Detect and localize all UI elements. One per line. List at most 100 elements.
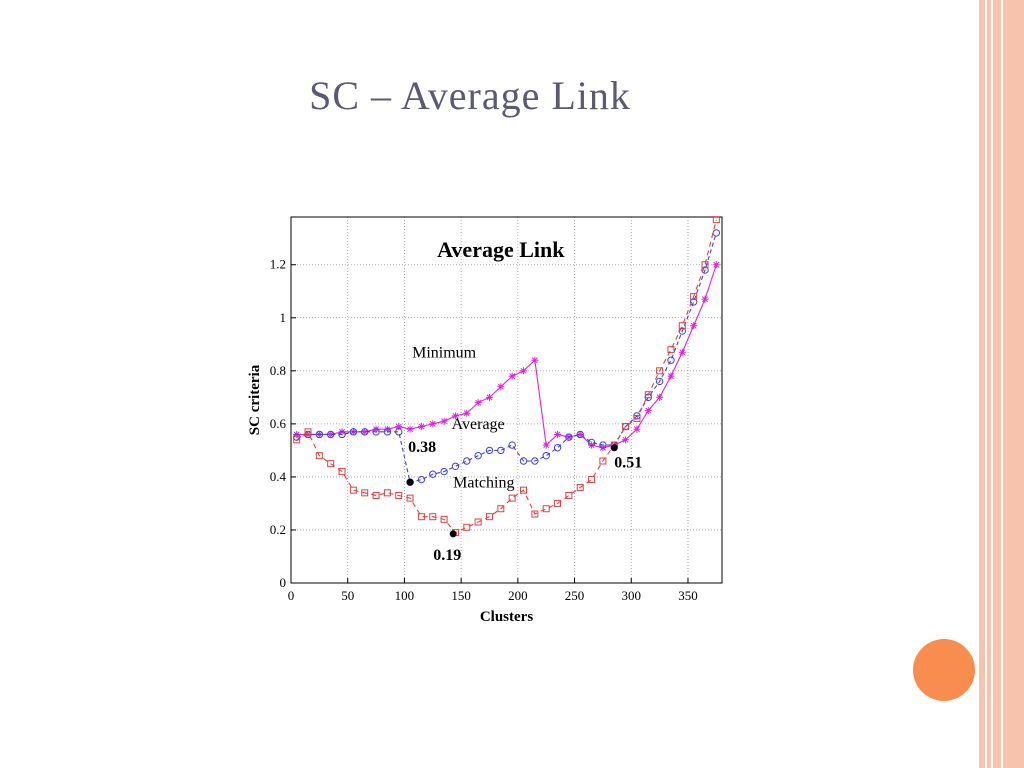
data-point-minimum <box>656 393 664 401</box>
data-point-matching <box>701 261 709 269</box>
data-point-minimum <box>542 441 550 449</box>
data-point-matching <box>372 491 380 499</box>
slide-title: SC – Average Link <box>309 73 631 118</box>
data-point-average <box>701 266 709 274</box>
x-tick-label: 0 <box>288 588 295 603</box>
data-point-matching <box>349 486 357 494</box>
data-point-average <box>599 441 607 449</box>
data-point-average <box>361 428 369 436</box>
data-point-matching <box>542 505 550 513</box>
x-axis-label: Clusters <box>480 609 533 625</box>
data-point-average <box>667 356 675 364</box>
data-point-matching <box>622 423 630 431</box>
data-point-matching <box>315 452 323 460</box>
data-point-matching <box>520 486 528 494</box>
data-point-average <box>349 428 358 436</box>
data-point-matching <box>588 476 596 484</box>
data-point-matching <box>338 468 346 476</box>
data-point-average <box>315 430 324 439</box>
data-point-minimum <box>622 436 630 444</box>
data-point-matching <box>531 510 539 518</box>
data-point-matching <box>429 513 437 521</box>
x-tick-label: 350 <box>678 588 698 603</box>
data-point-matching <box>508 494 516 502</box>
data-point-minimum <box>451 412 459 420</box>
data-point-average <box>497 446 505 455</box>
data-point-minimum <box>712 261 720 269</box>
series-line-average <box>296 232 717 483</box>
data-point-average <box>655 377 664 386</box>
data-point-average <box>417 475 426 484</box>
data-point-matching <box>463 523 471 531</box>
series-label-matching: Matching <box>453 475 514 492</box>
data-point-matching <box>327 460 335 468</box>
data-point-average <box>712 229 721 237</box>
data-point-matching <box>576 484 584 492</box>
data-point-matching <box>656 367 664 375</box>
data-point-average <box>553 444 562 452</box>
data-point-minimum <box>678 348 686 356</box>
highlight-label: 0.38 <box>408 439 436 456</box>
data-point-average <box>383 428 392 436</box>
data-point-minimum <box>644 407 652 415</box>
data-point-average <box>326 430 335 439</box>
plot-frame <box>290 216 723 584</box>
data-point-matching <box>690 293 698 301</box>
series-line-matching <box>296 219 717 534</box>
data-point-average <box>451 462 460 471</box>
data-point-minimum <box>520 367 528 375</box>
y-tick-label: 0.8 <box>270 363 286 378</box>
data-point-matching <box>474 518 482 526</box>
highlight-point <box>610 444 618 452</box>
data-point-matching <box>497 505 505 513</box>
y-tick-label: 0 <box>280 575 287 590</box>
data-point-average <box>485 446 494 455</box>
x-tick-label: 150 <box>451 588 471 603</box>
data-point-average <box>519 457 528 465</box>
data-point-matching <box>565 491 573 499</box>
data-point-average <box>531 457 539 465</box>
y-tick-label: 0.6 <box>270 416 287 431</box>
data-point-average <box>440 467 448 476</box>
data-point-minimum <box>463 409 471 417</box>
data-point-matching <box>678 322 686 330</box>
series-label-average: Average <box>452 416 505 433</box>
data-point-average <box>508 441 516 449</box>
data-point-matching <box>395 491 403 499</box>
decorative-circle <box>913 639 975 701</box>
data-point-minimum <box>701 295 709 303</box>
data-point-minimum <box>554 430 562 438</box>
data-point-minimum <box>690 322 698 330</box>
data-point-average <box>587 438 596 447</box>
data-point-matching <box>633 415 641 423</box>
data-point-matching <box>712 216 720 224</box>
data-point-average <box>463 457 471 465</box>
data-point-minimum <box>531 356 539 364</box>
data-point-matching <box>406 494 414 502</box>
chart-title: Average Link <box>437 237 565 262</box>
x-tick-label: 300 <box>622 588 642 603</box>
series-label-minimum: Minimum <box>412 345 477 362</box>
data-point-minimum <box>406 425 414 433</box>
data-point-minimum <box>633 425 641 433</box>
data-point-minimum <box>485 393 493 401</box>
data-point-matching <box>440 515 448 523</box>
data-point-minimum <box>508 372 516 380</box>
data-point-minimum <box>497 383 505 391</box>
data-point-matching <box>383 489 391 497</box>
data-point-matching <box>361 489 369 497</box>
data-point-average <box>576 430 584 439</box>
decor-stripe-2 <box>987 0 991 768</box>
data-point-average <box>429 470 437 478</box>
data-point-matching <box>644 391 652 399</box>
data-point-matching <box>667 346 675 354</box>
highlight-label: 0.19 <box>433 547 461 564</box>
data-point-average <box>689 298 698 306</box>
data-point-average <box>678 327 687 335</box>
data-point-minimum <box>667 372 675 380</box>
highlight-point <box>449 530 457 538</box>
data-point-matching <box>554 499 562 507</box>
x-tick-label: 50 <box>341 588 354 603</box>
decor-stripe-4 <box>1003 0 1024 768</box>
y-axis-label: SC criteria <box>247 364 263 435</box>
